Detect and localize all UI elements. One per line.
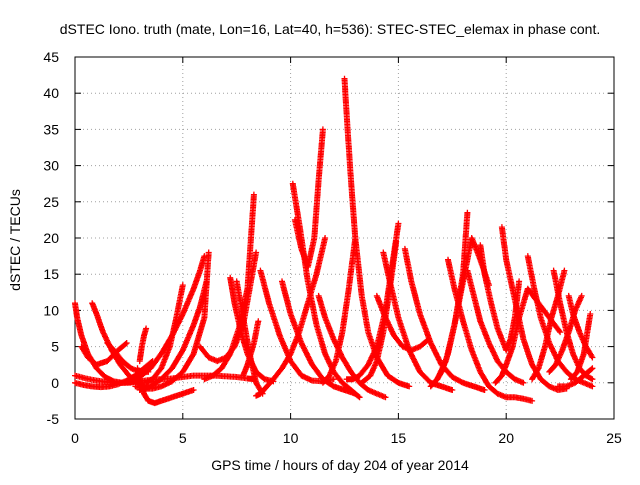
series-arc-ab (380, 249, 456, 393)
series-arc-ao (546, 292, 585, 375)
x-axis-label: GPS time / hours of day 204 of year 2014 (211, 457, 469, 473)
data-point-markers (546, 292, 585, 375)
series-arc-k (136, 325, 150, 365)
y-tick-label: 45 (43, 49, 59, 65)
series-arc-ai (477, 242, 523, 354)
chart-title: dSTEC Iono. truth (mate, Lon=16, Lat=40,… (60, 21, 600, 37)
data-point-markers (257, 267, 337, 385)
series-arc-s (257, 267, 337, 385)
data-point-markers (401, 245, 488, 393)
series-arc-j (143, 282, 186, 386)
series-arc-t (279, 278, 359, 397)
series-arc-l (132, 249, 212, 392)
data-point-markers (291, 126, 326, 270)
data-point-markers (373, 292, 432, 354)
data-point-markers (554, 365, 596, 390)
y-tick-label: 5 (51, 339, 59, 355)
y-tick-label: -5 (47, 411, 60, 427)
data-point-markers (240, 318, 262, 379)
data-point-markers (104, 340, 152, 375)
data-point-markers (427, 209, 471, 390)
data-point-markers (279, 278, 359, 397)
y-tick-label: 20 (43, 230, 59, 246)
x-tick-label: 10 (283, 430, 299, 446)
x-tick-label: 20 (498, 430, 514, 446)
series-arc-af (427, 209, 471, 390)
data-point-markers (498, 224, 570, 393)
y-tick-label: 10 (43, 302, 59, 318)
data-point-markers (132, 249, 212, 392)
y-tick-label: 40 (43, 85, 59, 101)
x-tick-label: 15 (391, 430, 407, 446)
series-arc-v (291, 126, 326, 270)
data-points (72, 75, 596, 407)
series-arc-f (104, 340, 152, 375)
y-tick-label: 15 (43, 266, 59, 282)
y-tick-label: 0 (51, 375, 59, 391)
series-arc-r (240, 318, 262, 379)
series-arc-ac (373, 292, 432, 354)
series-arc-ag (445, 256, 536, 404)
series-arc-ar (554, 365, 596, 390)
data-point-markers (319, 235, 359, 386)
y-tick-label: 25 (43, 194, 59, 210)
data-point-markers (445, 256, 536, 404)
y-tick-label: 30 (43, 158, 59, 174)
data-point-markers (567, 311, 594, 383)
data-point-markers (380, 249, 456, 393)
data-point-markers (341, 75, 413, 390)
x-tick-label: 0 (71, 430, 79, 446)
y-tick-label: 35 (43, 121, 59, 137)
data-point-markers (136, 325, 150, 365)
series-arc-y (319, 235, 359, 386)
y-axis-label: dSTEC / TECUs (7, 189, 23, 291)
series-arc-ad (401, 245, 488, 393)
axis-ticks: 0 5 10 15 20 25 -5 0 5 10 15 20 25 30 35 40 45 (43, 49, 622, 446)
data-point-markers (143, 282, 186, 386)
x-tick-label: 25 (606, 430, 622, 446)
series-arc-aq (567, 311, 594, 383)
x-tick-label: 5 (179, 430, 187, 446)
series-arc-x (341, 75, 413, 390)
data-point-markers (477, 242, 523, 354)
series-arc-ak (498, 224, 570, 393)
